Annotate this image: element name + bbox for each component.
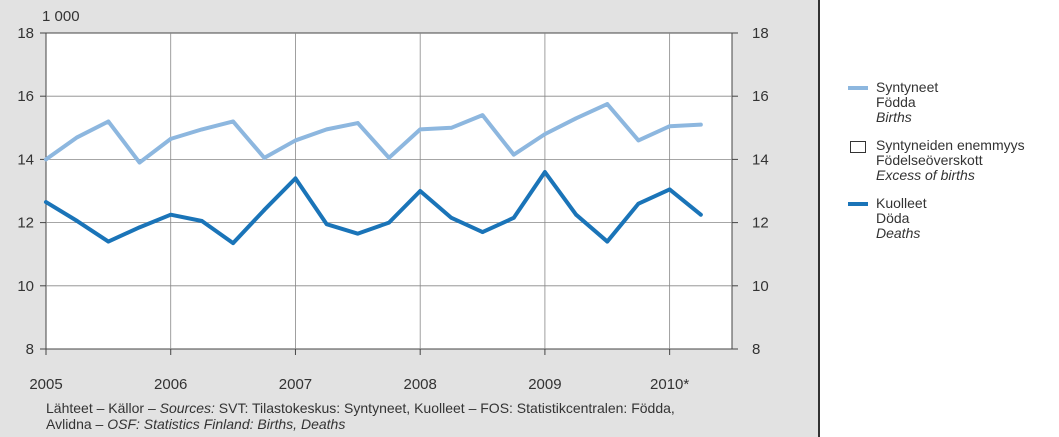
plot-area [45, 32, 733, 350]
data-point-deaths [44, 200, 48, 204]
data-point-births [200, 127, 204, 132]
data-point-births [574, 116, 578, 121]
data-point-births [605, 102, 610, 106]
data-point-deaths [137, 225, 142, 230]
data-point-births [106, 119, 111, 124]
y-tick-label-right: 14 [752, 151, 769, 168]
data-point-births [356, 121, 360, 125]
legend-label-sv: Döda [876, 210, 910, 226]
data-point-deaths [480, 230, 485, 234]
data-point-births [387, 156, 391, 160]
source-note: Lähteet – Källor – Sources: SVT: Tilasto… [46, 400, 786, 432]
data-point-births [137, 160, 142, 165]
data-point-deaths [293, 176, 298, 181]
source-line1-a: Lähteet – Källor – [46, 400, 160, 416]
x-tick-label: 2009 [528, 376, 561, 393]
source-line1-c: SVT: Tilastokeskus: Syntyneet, Kuolleet … [214, 400, 675, 416]
data-point-births [667, 124, 672, 129]
data-point-deaths [231, 241, 235, 245]
y-tick-label-right: 12 [752, 215, 769, 232]
data-point-deaths [636, 201, 641, 206]
data-point-births [449, 126, 454, 130]
source-line2-b: OSF: Statistics Finland: Births, Deaths [107, 416, 346, 432]
legend-label-sv: Födelseöverskott [876, 152, 983, 168]
legend-swatch-excess [850, 141, 866, 153]
data-point-deaths [324, 222, 329, 226]
legend-item-deaths: Kuolleet Döda Deaths [848, 196, 1025, 241]
y-tick-label-left: 12 [17, 215, 34, 232]
data-point-births [511, 152, 516, 157]
legend-swatch-deaths [848, 202, 868, 206]
data-point-deaths [605, 239, 610, 244]
data-point-deaths [511, 216, 516, 220]
y-tick-label-left: 14 [17, 151, 34, 168]
data-point-deaths [168, 212, 173, 217]
data-point-deaths [387, 220, 391, 225]
data-point-deaths [449, 216, 454, 220]
data-point-deaths [200, 219, 204, 223]
chart-panel: 8 8 10 10 12 12 14 14 16 16 18 18 2005 2006 2007 2008 20… [0, 0, 820, 437]
data-point-births [262, 156, 267, 160]
y-tick-label-left: 10 [17, 278, 34, 295]
legend-label-en: Deaths [876, 225, 921, 241]
x-tick-label: 2010* [650, 376, 689, 393]
data-point-births [75, 135, 79, 140]
data-point-births [699, 122, 703, 127]
legend-label-en: Excess of births [876, 167, 975, 183]
data-point-births [418, 127, 422, 132]
data-point-deaths [262, 208, 267, 212]
data-point-deaths [667, 187, 672, 192]
series-line-deaths [44, 170, 703, 246]
legend-swatch-births [848, 86, 868, 90]
x-tick-label: 2008 [403, 376, 436, 393]
y-tick-label-right: 18 [752, 25, 769, 42]
legend-item-excess: Syntyneiden enemmyys Födelseöverskott Ex… [848, 138, 1025, 183]
data-point-births [480, 113, 485, 117]
source-line2-a: Avlidna – [46, 416, 108, 432]
data-point-deaths [75, 219, 79, 223]
y-tick-label-left: 8 [26, 341, 34, 358]
data-point-births [44, 157, 48, 162]
data-point-deaths [356, 231, 360, 236]
legend-label-fi: Kuolleet [876, 195, 927, 211]
y-unit-label: 1 000 [42, 8, 80, 25]
series-line-births [44, 102, 703, 165]
data-point-deaths [574, 212, 578, 217]
legend-label-fi: Syntyneiden enemmyys [876, 137, 1025, 153]
data-point-births [324, 127, 329, 132]
legend-label-en: Births [876, 109, 912, 125]
data-point-births [543, 132, 547, 136]
data-point-births [636, 138, 641, 143]
y-tick-label-right: 10 [752, 278, 769, 295]
legend-label-fi: Syntyneet [876, 79, 939, 95]
data-point-births [168, 137, 173, 141]
legend: Syntyneet Födda Births Syntyneiden enemm… [848, 80, 1025, 254]
legend-label-sv: Födda [876, 94, 916, 110]
chart-canvas: 8 8 10 10 12 12 14 14 16 16 18 18 2005 2006 2007 2008 20… [17, 8, 769, 393]
data-point-births [231, 119, 235, 124]
y-tick-label-left: 18 [17, 25, 34, 42]
source-line1-b: Sources: [159, 400, 215, 416]
y-tick-label-left: 16 [17, 88, 34, 105]
y-tick-label-right: 16 [752, 88, 769, 105]
data-point-births [293, 138, 298, 143]
x-tick-label: 2005 [29, 376, 62, 393]
x-tick-label: 2007 [279, 376, 312, 393]
data-point-deaths [543, 170, 547, 174]
data-point-deaths [699, 212, 703, 217]
x-tick-label: 2006 [154, 376, 187, 393]
data-point-deaths [106, 239, 111, 244]
legend-item-births: Syntyneet Födda Births [848, 80, 1025, 125]
data-point-deaths [418, 189, 422, 193]
y-tick-label-right: 8 [752, 341, 760, 358]
